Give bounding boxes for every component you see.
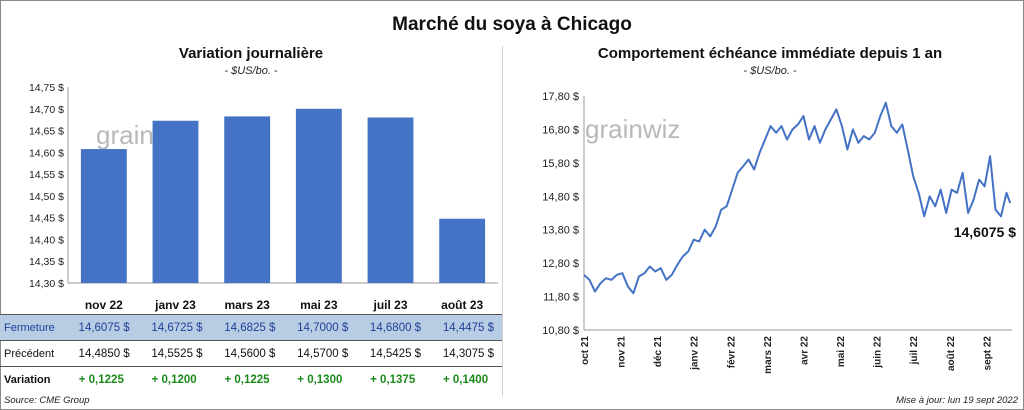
x-tick-label: janv 22 bbox=[690, 336, 701, 371]
bar bbox=[152, 120, 199, 283]
table-cell: 14,7000 $ bbox=[283, 314, 357, 341]
left-panel-subtitle: - $US/bo. - bbox=[224, 65, 278, 77]
y-tick-label: 13,80 $ bbox=[542, 225, 579, 237]
update-note: Mise à jour: lun 19 sept 2022 bbox=[896, 395, 1018, 406]
line-chart: grainwiz 10,80 $ 11,80 $ 12,80 $ 13,80 $ 14,8… bbox=[542, 91, 1016, 374]
panel-divider bbox=[502, 46, 503, 396]
main-title: Marché du soya à Chicago bbox=[392, 14, 632, 35]
x-tick-label: mai 22 bbox=[836, 336, 847, 368]
y-tick-label: 14,45 $ bbox=[29, 213, 64, 225]
y-tick-label: 14,60 $ bbox=[29, 147, 64, 159]
price-table: Fermeture 14,6075 $ 14,6725 $ 14,6825 $ … bbox=[0, 314, 502, 392]
table-cell: 14,5600 $ bbox=[224, 347, 276, 360]
table-cell: + 0,1225 bbox=[210, 366, 284, 392]
y-tick-label: 17,80 $ bbox=[542, 91, 579, 103]
table-cell: 14,6725 $ bbox=[137, 314, 211, 341]
y-tick-label: 14,40 $ bbox=[29, 234, 64, 246]
y-tick-label: 11,80 $ bbox=[543, 292, 579, 304]
source-note: Source: CME Group bbox=[4, 395, 90, 406]
y-tick-label: 10,80 $ bbox=[542, 325, 579, 337]
table-cell: + 0,1375 bbox=[356, 366, 430, 392]
x-tick-label: juin 22 bbox=[873, 336, 884, 369]
table-cell: + 0,1200 bbox=[137, 366, 211, 392]
table-cell: 14,5700 $ bbox=[297, 347, 349, 360]
table-cell: 14,5525 $ bbox=[151, 347, 203, 360]
right-panel-title: Comportement échéance immédiate depuis 1… bbox=[597, 45, 943, 62]
watermark-logo: grainwiz bbox=[585, 114, 680, 144]
y-tick-label: 14,80 $ bbox=[542, 191, 579, 203]
bar bbox=[439, 218, 486, 283]
y-tick-label: 16,80 $ bbox=[542, 124, 579, 136]
x-tick-label: janv 23 bbox=[154, 298, 196, 312]
x-tick-label: févr 22 bbox=[726, 336, 737, 369]
table-row-variation: Variation + 0,1225 + 0,1200 + 0,1225 + 0… bbox=[0, 366, 502, 392]
table-cell: 14,6800 $ bbox=[356, 314, 430, 341]
x-tick-label: sept 22 bbox=[982, 336, 993, 371]
y-tick-label: 14,30 $ bbox=[29, 278, 64, 290]
table-row-precedent: Précédent 14,4850 $ 14,5525 $ 14,5600 $ … bbox=[0, 341, 502, 367]
bar bbox=[295, 108, 342, 284]
table-cell: 14,5425 $ bbox=[369, 347, 422, 360]
y-tick-label: 14,50 $ bbox=[29, 191, 64, 203]
x-tick-label: juil 22 bbox=[909, 336, 920, 366]
table-cell: + 0,1400 bbox=[429, 366, 502, 392]
x-tick-label: nov 21 bbox=[617, 336, 628, 368]
x-tick-label: août 22 bbox=[946, 336, 957, 371]
bar bbox=[80, 149, 127, 283]
table-cell: + 0,1225 bbox=[64, 366, 138, 392]
table-cell: 14,6075 $ bbox=[64, 314, 138, 341]
bar bbox=[224, 116, 271, 284]
y-tick-label: 14,35 $ bbox=[29, 256, 64, 268]
x-tick-label: mai 23 bbox=[300, 298, 338, 312]
x-tick-label: déc 21 bbox=[653, 336, 664, 368]
x-tick-label: juil 23 bbox=[372, 298, 407, 312]
bar bbox=[367, 117, 414, 283]
table-cell: 14,3075 $ bbox=[442, 347, 494, 360]
table-cell: 14,4475 $ bbox=[429, 314, 502, 341]
x-tick-label: nov 22 bbox=[85, 298, 123, 312]
last-value-label: 14,6075 $ bbox=[954, 224, 1016, 240]
x-tick-label: août 23 bbox=[441, 298, 483, 312]
y-tick-label: 14,75 $ bbox=[29, 82, 64, 94]
x-tick-label: avr 22 bbox=[799, 336, 810, 365]
left-panel-title: Variation journalière bbox=[178, 45, 324, 62]
x-tick-label: oct 21 bbox=[580, 336, 591, 365]
y-tick-label: 14,55 $ bbox=[29, 169, 64, 181]
row-label: Précédent bbox=[4, 347, 55, 360]
table-cell: 14,6825 $ bbox=[210, 314, 284, 341]
right-panel-subtitle: - $US/bo. - bbox=[743, 65, 797, 77]
table-row-fermeture: Fermeture 14,6075 $ 14,6725 $ 14,6825 $ … bbox=[0, 314, 502, 341]
series-line bbox=[583, 101, 1012, 295]
row-label: Variation bbox=[0, 366, 65, 392]
row-label: Fermeture bbox=[0, 314, 65, 341]
table-cell: 14,4850 $ bbox=[78, 347, 130, 360]
x-tick-label: mars 23 bbox=[224, 298, 270, 312]
x-tick-label: mars 22 bbox=[763, 336, 774, 374]
table-cell: + 0,1300 bbox=[283, 366, 357, 392]
y-tick-label: 15,80 $ bbox=[542, 158, 579, 170]
y-tick-label: 14,70 $ bbox=[29, 104, 64, 116]
y-tick-label: 14,65 $ bbox=[29, 126, 64, 138]
y-tick-label: 12,80 $ bbox=[542, 258, 579, 270]
